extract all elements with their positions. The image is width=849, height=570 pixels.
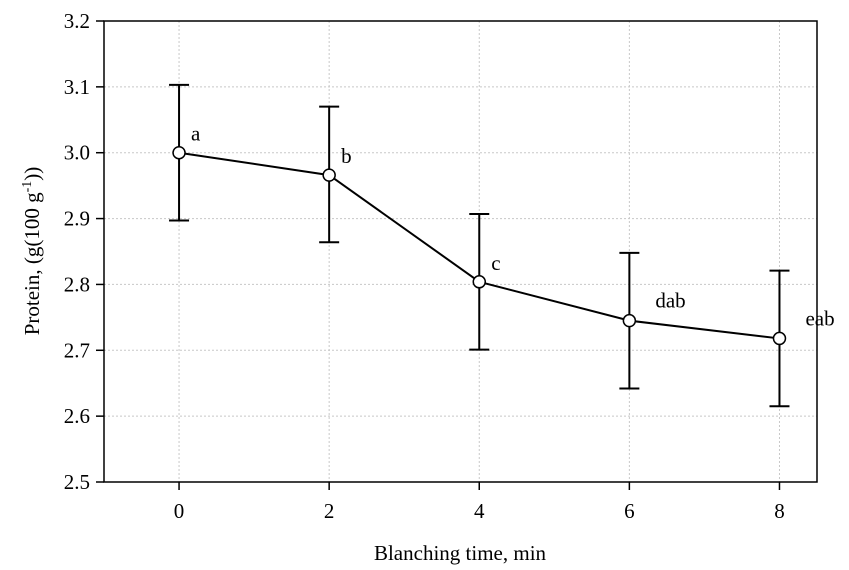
y-tick-label: 2.6 [64, 404, 90, 428]
data-point [172, 145, 186, 160]
data-point-label: c [491, 251, 500, 275]
plot-frame [103, 20, 818, 483]
x-tick-label: 4 [474, 499, 485, 523]
data-point [622, 313, 637, 328]
y-tick-label: 3.1 [64, 75, 90, 99]
series-layer: a b c dab eab [169, 83, 835, 408]
x-tick-label: 8 [774, 499, 785, 523]
data-point-label: a [191, 122, 201, 146]
x-tick-label: 6 [624, 499, 635, 523]
y-axis-label-superscript: -1 [20, 181, 35, 193]
y-tick-label: 2.9 [64, 207, 90, 231]
x-tick-label: 2 [324, 499, 335, 523]
grid-layer [104, 21, 817, 482]
y-tick-label: 2.8 [64, 272, 90, 296]
data-point [322, 168, 336, 182]
y-tick-label: 3.0 [64, 141, 90, 165]
x-tick-label: 0 [174, 499, 185, 523]
y-tick-label: 2.7 [64, 338, 90, 362]
data-point-label: eab [805, 306, 834, 330]
data-point-label: b [341, 144, 352, 168]
y-axis-label-main: Protein, (g(100 g [20, 192, 44, 335]
x-axis-label: Blanching time, min [374, 541, 547, 565]
y-tick-label: 3.2 [64, 9, 90, 33]
y-axis-label: Protein, (g(100 g-1)) [20, 167, 44, 336]
data-point [772, 331, 787, 346]
data-point [472, 275, 487, 289]
y-axis-label-tail: )) [20, 167, 44, 181]
ticks-layer: 2.5 2.6 2.7 2.8 2.9 3.0 3.1 3.2 0 2 4 6 8 [64, 9, 785, 523]
y-tick-label: 2.5 [64, 470, 90, 494]
data-point-label: dab [655, 289, 685, 313]
